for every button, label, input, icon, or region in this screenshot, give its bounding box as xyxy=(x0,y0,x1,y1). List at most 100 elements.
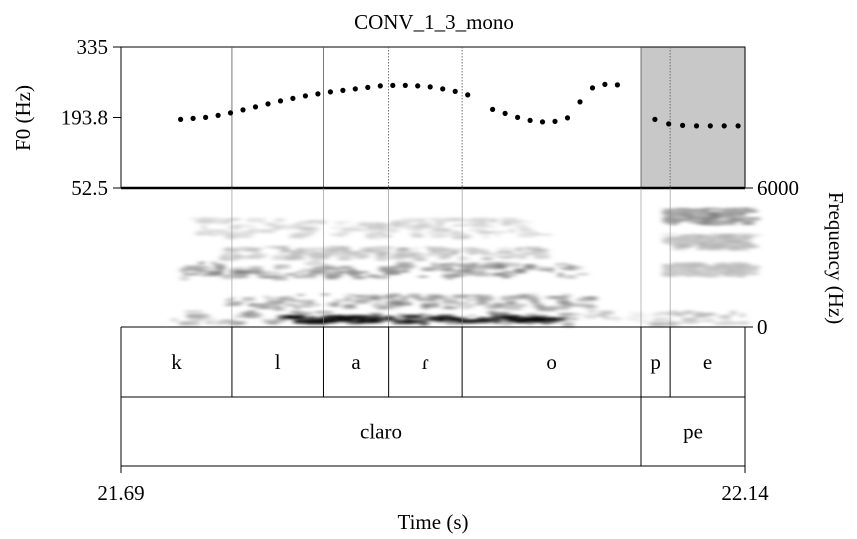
spectrogram-cell xyxy=(740,320,751,325)
spectrogram-cell xyxy=(246,231,255,236)
spectrogram-cell xyxy=(217,321,228,325)
spectrogram-cell xyxy=(437,257,448,260)
pitch-point xyxy=(721,123,727,129)
spectrogram-cell xyxy=(694,208,702,212)
spectrogram-cell xyxy=(432,219,438,223)
spectrogram-cell xyxy=(272,306,281,311)
spectrogram-cell xyxy=(708,312,713,316)
spectrogram-cell xyxy=(722,207,735,212)
spectrogram-cell xyxy=(404,300,409,305)
spectrogram-cell xyxy=(451,250,459,253)
spectrogram-cell xyxy=(208,271,223,276)
pitch-shaded-region xyxy=(641,47,745,188)
spectrogram-cell xyxy=(223,254,228,258)
spectrogram-cell xyxy=(366,274,378,278)
spectrogram-cell xyxy=(605,316,621,321)
spectrogram-cell xyxy=(381,229,399,233)
pitch-point xyxy=(490,106,496,112)
spectrogram-cell xyxy=(496,251,513,254)
spectrogram-cell xyxy=(232,321,245,325)
spectrogram-cell xyxy=(421,267,438,272)
spectrogram-cell xyxy=(215,220,229,225)
spectrogram-cell xyxy=(661,321,675,327)
spectrogram-cell xyxy=(327,314,344,319)
spectrogram-cell xyxy=(673,215,680,220)
freq-tick-label-bottom: 0 xyxy=(757,315,768,339)
spectrogram-cell xyxy=(507,251,520,257)
spectrogram-cell xyxy=(724,245,741,251)
spectrogram-cell xyxy=(501,295,515,301)
spectrogram-cell xyxy=(274,264,281,270)
spectrogram-cell xyxy=(465,257,471,261)
pitch-point xyxy=(452,88,458,94)
spectrogram-cell xyxy=(290,254,301,257)
spectrogram-cell xyxy=(205,321,211,324)
spectrogram-cell xyxy=(371,225,383,228)
x-axis: 21.69 22.14 Time (s) xyxy=(97,465,769,534)
spectrogram-cell xyxy=(663,267,668,271)
spectrogram-cell xyxy=(226,247,231,251)
spectrogram-cell xyxy=(336,222,345,225)
spectrogram-cell xyxy=(375,246,390,251)
spectrogram-cell xyxy=(674,246,689,251)
pitch-panel: 335 193.8 52.5 F0 (Hz) xyxy=(11,35,746,200)
spectrogram-cell xyxy=(743,264,760,269)
spectrogram-cell xyxy=(482,234,489,239)
spectrogram-cell xyxy=(310,257,321,263)
spectrogram-cell xyxy=(430,230,446,235)
spectrogram-cell xyxy=(498,247,512,252)
spectrogram-cell xyxy=(463,249,472,254)
spectrogram-cell xyxy=(505,305,522,311)
spectrogram-cell xyxy=(732,208,738,213)
spectrogram-cell xyxy=(366,232,378,238)
spectrogram-cell xyxy=(420,322,429,326)
spectrogram-cell xyxy=(402,217,416,223)
spectrogram-cell xyxy=(328,249,336,253)
spectrogram-cell xyxy=(697,245,702,248)
spectrogram-cell xyxy=(489,266,507,270)
spectrogram-cell xyxy=(247,217,266,223)
spectrogram-cell xyxy=(185,310,202,313)
spectrogram-cell xyxy=(263,222,277,226)
spectrogram-cell xyxy=(183,273,200,276)
spectrogram-cell xyxy=(696,311,702,314)
pitch-point xyxy=(502,110,508,116)
spectrogram-cell xyxy=(442,299,455,304)
spectrogram-cell xyxy=(298,232,312,237)
spectrogram-cell xyxy=(744,243,757,249)
spectrogram-cell xyxy=(718,212,730,216)
spectrogram-cell xyxy=(481,224,496,229)
spectrogram-cell xyxy=(446,320,461,325)
spectrogram-cell xyxy=(414,250,419,255)
pitch-point xyxy=(577,99,583,105)
spectrogram-cell xyxy=(235,301,245,305)
spectrogram-cell xyxy=(233,224,244,229)
spectrogram-cell xyxy=(475,272,492,277)
spectrogram-cell xyxy=(309,273,314,277)
spectrogram-cell xyxy=(505,262,521,267)
spectrogram-cell xyxy=(675,264,685,267)
spectrogram-cell xyxy=(249,228,261,233)
spectrogram-cell xyxy=(462,234,472,238)
spectrogram-cell xyxy=(435,220,445,226)
spectrogram-cell xyxy=(301,268,315,273)
spectrogram-cell xyxy=(218,268,224,273)
spectrogram-cell xyxy=(737,263,750,268)
spectrogram-cell xyxy=(230,301,241,306)
spectrogram-cell xyxy=(171,318,178,322)
spectrogram-cell xyxy=(535,265,547,270)
spectrogram-cell xyxy=(700,265,711,271)
spectrogram-cell xyxy=(285,273,298,276)
x-tick-label-end: 22.14 xyxy=(721,481,769,505)
spectrogram-cell xyxy=(206,229,224,233)
spectrogram-cell xyxy=(508,228,516,234)
spectrogram-cell xyxy=(248,247,256,252)
spectrogram-cell xyxy=(495,302,501,305)
spectrogram-cell xyxy=(421,317,430,322)
spectrogram-cell xyxy=(702,271,718,277)
pitch-points xyxy=(178,81,741,129)
spectrogram-cell xyxy=(246,271,256,274)
spectrogram-cell xyxy=(438,267,454,271)
spectrogram-cell xyxy=(501,321,513,326)
spectrogram-cell xyxy=(483,253,497,256)
